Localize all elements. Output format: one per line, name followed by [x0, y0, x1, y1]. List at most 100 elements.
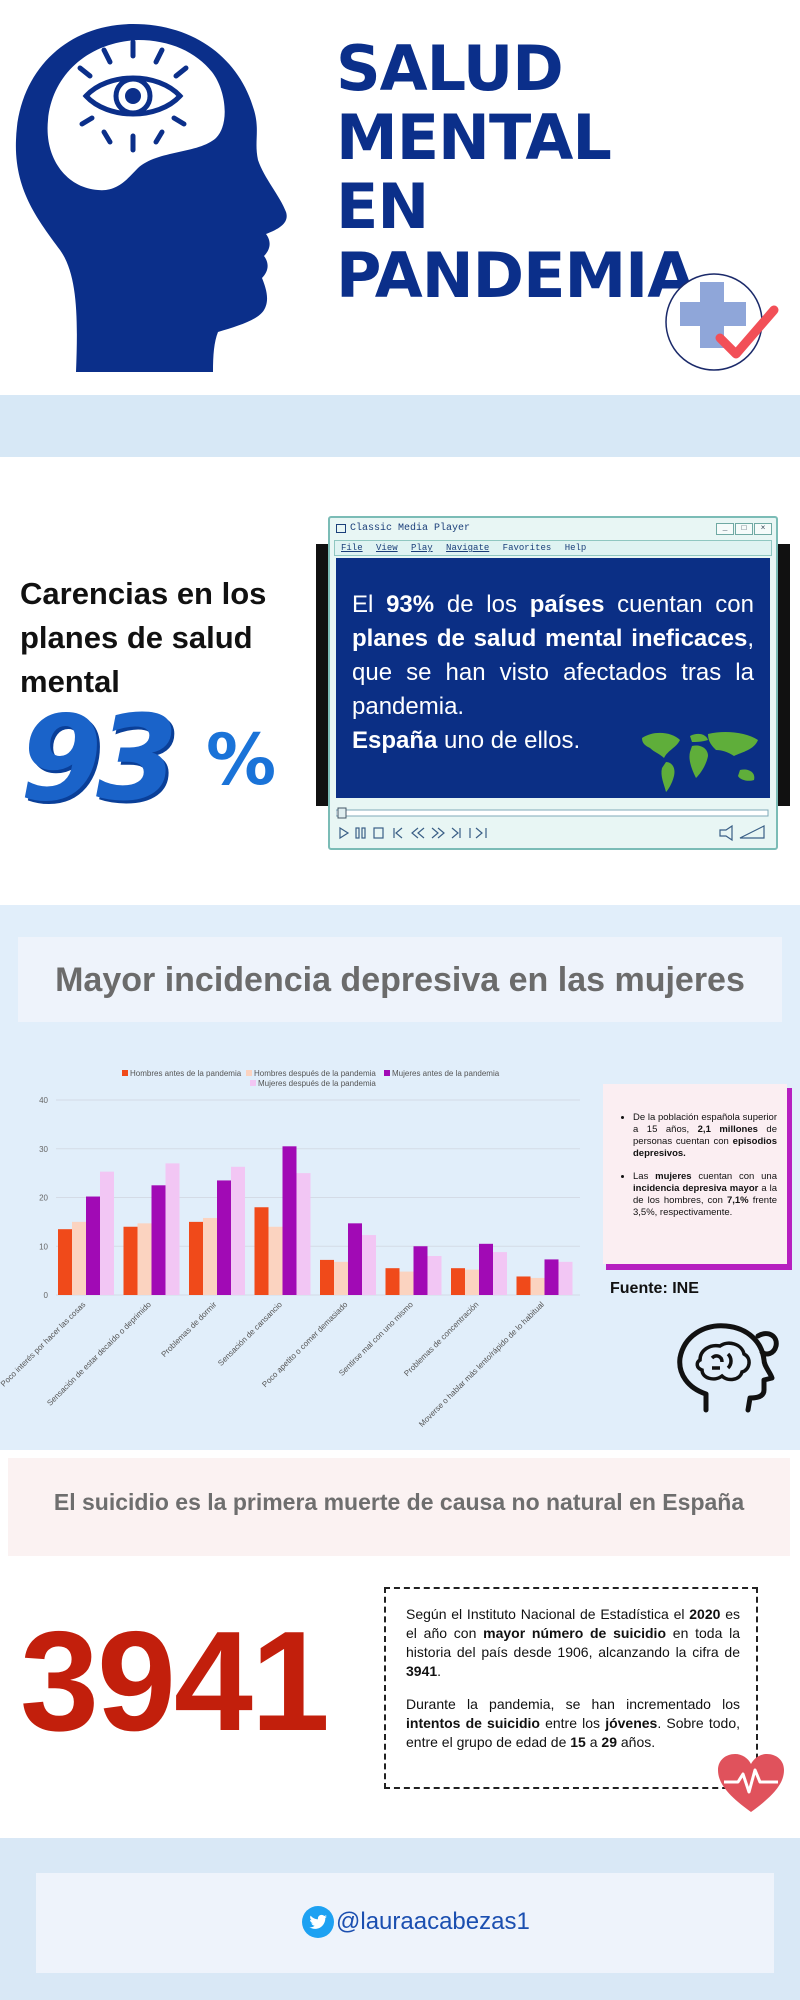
text-span: de los [434, 591, 530, 618]
legend-label: Hombres después de la pandemia [254, 1069, 376, 1078]
text-span: uno de ellos. [437, 727, 581, 754]
x-tick-label: Problemas de concentración [402, 1300, 480, 1378]
chart-bar [493, 1252, 507, 1295]
chart-bar [137, 1223, 152, 1295]
text-span: en toda la historia del país desde 1906,… [406, 1625, 741, 1660]
chart-bar [544, 1259, 559, 1295]
title-line: PANDEMIA [336, 239, 695, 312]
player-title: Classic Media Player [350, 523, 471, 534]
menu-navigate[interactable]: Navigate [446, 543, 490, 553]
minimize-button[interactable]: _ [716, 523, 734, 535]
chart-bar [385, 1268, 400, 1295]
prev-icon[interactable] [393, 827, 403, 839]
seek-bar[interactable] [336, 809, 769, 817]
twitter-icon[interactable] [302, 1906, 334, 1938]
menu-favorites[interactable]: Favorites [502, 543, 552, 553]
legend-swatch [246, 1070, 252, 1076]
chart-bar [399, 1271, 414, 1295]
rewind-icon[interactable] [411, 827, 425, 839]
text-span: 15 [570, 1734, 586, 1750]
info-bullet: De la población española superior a 15 a… [633, 1112, 777, 1160]
frame-icon[interactable] [469, 827, 487, 839]
suicide-text-box: Según el Instituto Nacional de Estadísti… [384, 1587, 758, 1789]
suicide-paragraph: Durante la pandemia, se han incrementado… [406, 1695, 740, 1752]
text-span: Durante la pandemia, se han incrementado… [406, 1696, 740, 1712]
twitter-handle[interactable]: @lauraacabezas1 [336, 1908, 530, 1935]
chart-bar [268, 1226, 283, 1295]
chart-bar [427, 1256, 442, 1295]
maximize-button[interactable]: □ [735, 523, 753, 535]
text-span: intentos de suicidio [406, 1715, 540, 1731]
legend-swatch [122, 1070, 128, 1076]
info-bullet: Las mujeres cuentan con una incidencia d… [633, 1171, 777, 1219]
stat-heading: Carencias en los planes de salud mental [20, 576, 267, 699]
y-tick-label: 30 [39, 1145, 48, 1154]
source-label: Fuente: INE [610, 1280, 699, 1297]
text-span: años. [616, 1734, 656, 1750]
text-span: 2020 [689, 1606, 721, 1622]
close-button[interactable]: × [754, 523, 772, 535]
next-icon[interactable] [451, 827, 461, 839]
chart-bar [320, 1259, 334, 1295]
chart-bar [362, 1235, 376, 1295]
player-text: El 93% de los países cuentan con planes … [352, 588, 754, 758]
page-title: SALUD MENTAL EN PANDEMIA [336, 34, 756, 310]
stop-icon[interactable] [373, 827, 384, 839]
volume-slider[interactable] [739, 825, 765, 839]
info-card: De la población española superior a 15 a… [603, 1084, 787, 1264]
suicide-heading-band [8, 1458, 790, 1556]
menu-view[interactable]: View [376, 543, 398, 553]
chart-bar [479, 1243, 493, 1295]
media-player-window: Classic Media Player _ □ × File View Pla… [328, 516, 778, 850]
chart-bar [413, 1246, 428, 1295]
chart-bar [231, 1166, 245, 1295]
volume-icon[interactable] [719, 824, 733, 842]
player-titlebar: Classic Media Player _ □ × [332, 520, 774, 538]
chart-bar [86, 1196, 100, 1295]
world-map-icon [642, 732, 758, 792]
divider-band [0, 395, 800, 457]
chart-heading-box [18, 937, 782, 1022]
text-span: países [529, 591, 605, 618]
medical-cross-check-icon [665, 273, 779, 371]
pause-icon[interactable] [355, 827, 360, 839]
forward-icon[interactable] [431, 827, 445, 839]
y-tick-label: 0 [44, 1291, 49, 1300]
chart-bar [151, 1185, 166, 1295]
text-span: cuentan con [604, 591, 754, 618]
x-tick-label: Sensación de cansancio [216, 1300, 284, 1368]
chart-bar [254, 1207, 269, 1295]
brain-head-icon [677, 1323, 779, 1413]
y-tick-label: 40 [39, 1096, 48, 1105]
chart-bar [516, 1276, 531, 1295]
chart-bar [203, 1217, 217, 1295]
head-silhouette-icon [15, 24, 287, 372]
chart-bar [334, 1261, 348, 1295]
text-span: 93% [386, 591, 435, 618]
chart-bar [123, 1226, 138, 1295]
text-span: 3941 [406, 1663, 438, 1679]
footer-box [36, 1873, 774, 1973]
text-span: planes de salud mental ineficaces [352, 625, 748, 652]
y-tick-label: 10 [39, 1242, 48, 1251]
chart-bar [165, 1163, 180, 1295]
x-tick-label: Moverse o hablar más lento/rápido de lo … [417, 1300, 546, 1429]
window-icon [336, 524, 346, 533]
text-span: jóvenes [605, 1715, 658, 1731]
menu-play[interactable]: Play [411, 543, 433, 553]
text-span: . [437, 1663, 442, 1679]
menu-file[interactable]: File [341, 543, 363, 553]
text-span: 29 [601, 1734, 617, 1750]
legend-label: Mujeres antes de la pandemia [392, 1069, 500, 1078]
text-span: a la de los hombres, con [633, 1183, 777, 1206]
seek-handle[interactable] [337, 807, 347, 819]
text-span: España [352, 727, 438, 754]
chart-bar [282, 1146, 297, 1295]
play-icon[interactable] [339, 826, 350, 840]
text-span: 2,1 millones [697, 1124, 758, 1135]
menu-help[interactable]: Help [564, 543, 587, 553]
x-tick-label: Sentirse mal con uno mismo [337, 1300, 415, 1378]
text-span: Las [633, 1171, 656, 1182]
text-span: de personas cuentan con [633, 1124, 777, 1147]
chart-bar [558, 1261, 573, 1295]
